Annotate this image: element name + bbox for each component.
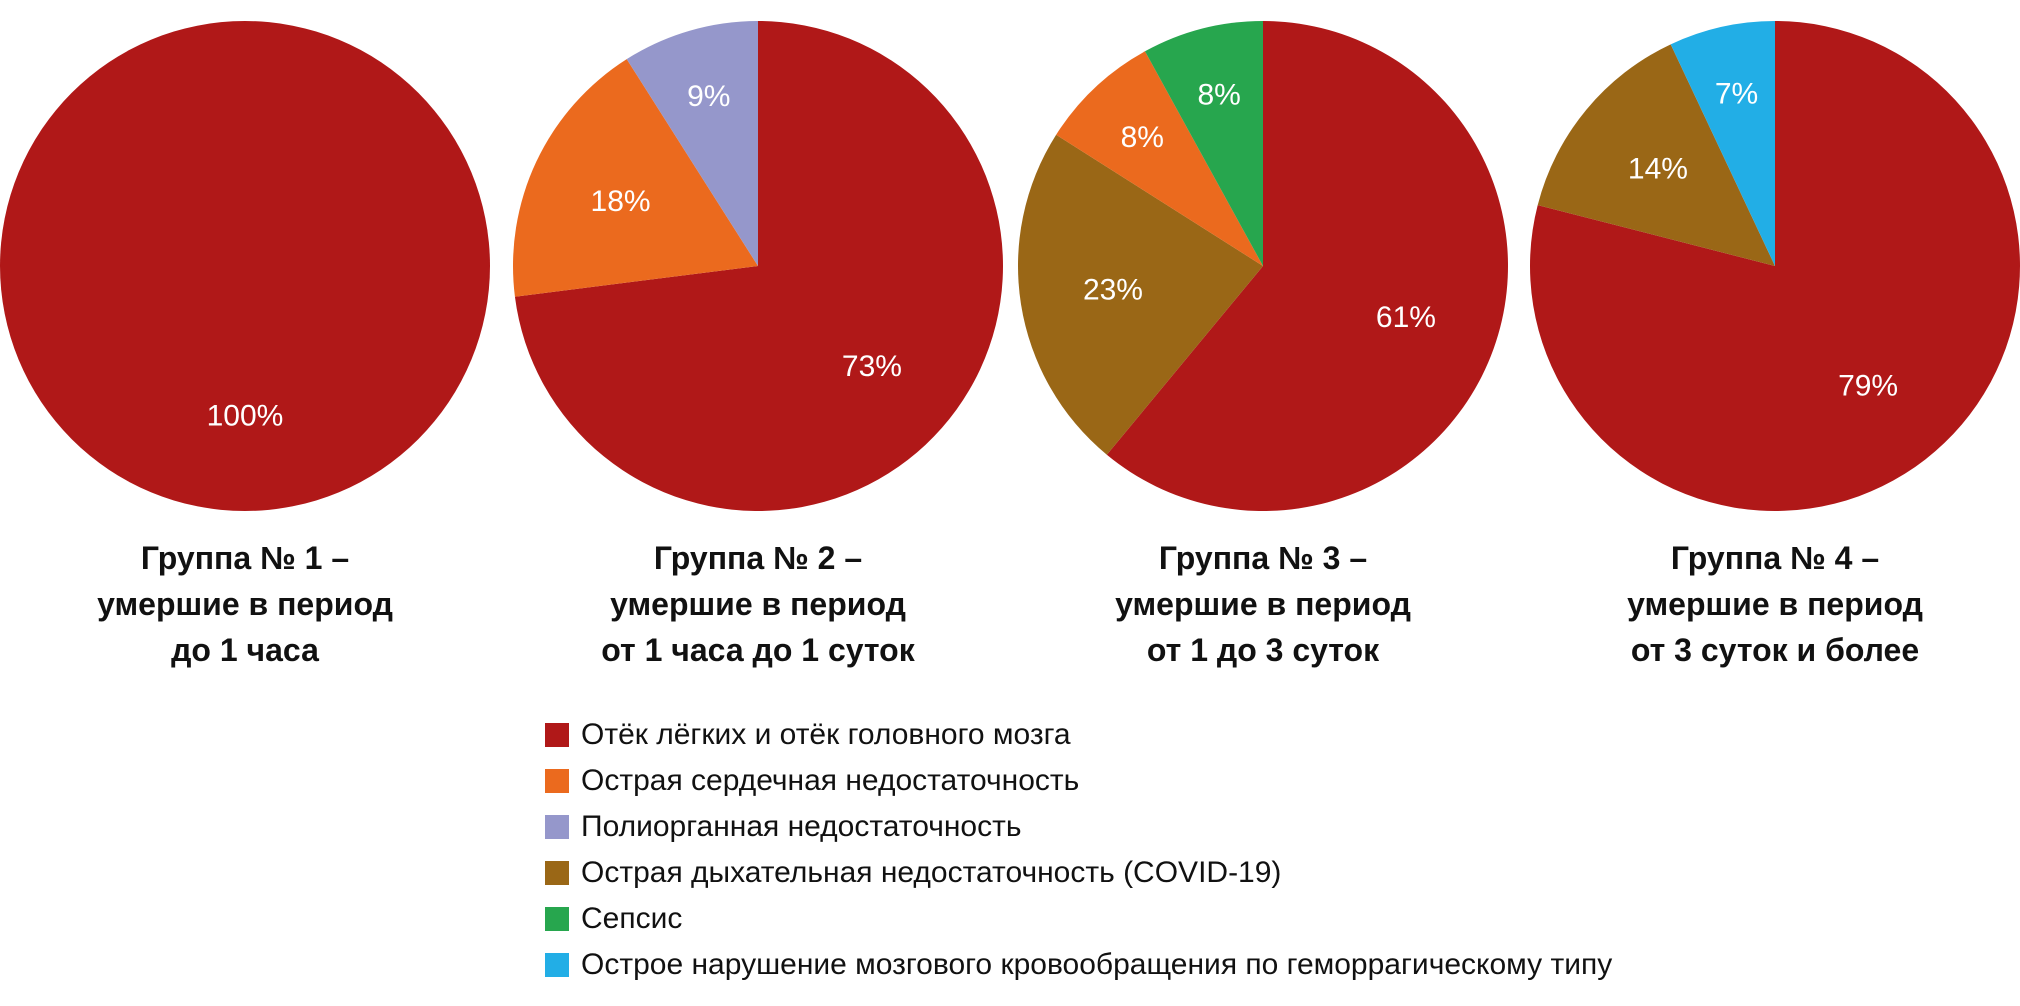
legend-swatch [545, 769, 569, 793]
pie-4-slice-1-label: 79% [1838, 370, 1898, 403]
group-2-title-line: Группа № 2 – [653, 540, 863, 576]
legend-label: Острое нарушение мозгового кровообращени… [581, 948, 1613, 981]
pie-4-slice-3-label: 7% [1715, 77, 1758, 110]
group-1-title: Группа № 1 – умершие в период до 1 часа [25, 535, 465, 673]
legend-label: Сепсис [581, 902, 683, 935]
group-4-title-line: умершие в период [1627, 586, 1923, 622]
legend-swatch [545, 723, 569, 747]
legend-swatch [545, 907, 569, 931]
legend-label: Острая сердечная недостаточность [581, 764, 1080, 797]
legend-label: Отёк лёгких и отёк головного мозга [581, 718, 1071, 751]
pie-2-slice-2 [513, 59, 758, 297]
pie-4-slice-2-label: 14% [1628, 153, 1688, 186]
legend-label: Острая дыхательная недостаточность (COVI… [581, 856, 1282, 889]
pie-3: 61% 23% 8% 8% [1018, 21, 1508, 512]
pie-3-slice-1 [1106, 21, 1508, 512]
pie-4-slice-3 [1670, 21, 1775, 266]
group-1-title-line: умершие в период [97, 586, 393, 622]
legend-swatch [545, 815, 569, 839]
group-1-title-line: Группа № 1 – [140, 540, 350, 576]
pie-2-slice-1 [514, 21, 1003, 512]
group-2-title-line: умершие в период [610, 586, 906, 622]
group-3-title-line: умершие в период [1115, 586, 1411, 622]
group-3-title-line: от 1 до 3 суток [1146, 632, 1380, 668]
pie-1-slice-1-label: 100% [207, 400, 284, 433]
pie-1-slice-1 [0, 21, 490, 511]
pie-2: 73% 18% 9% [513, 21, 1003, 512]
legend-swatch [545, 953, 569, 977]
pie-3-slice-4 [1144, 21, 1263, 266]
group-3-title: Группа № 3 – умершие в период от 1 до 3 су… [1043, 535, 1483, 673]
pie-4-slice-2 [1537, 44, 1775, 267]
legend: Отёк лёгких и отёк головного мозга Острая… [545, 712, 1612, 988]
group-4-title-line: Группа № 4 – [1670, 540, 1880, 576]
pie-2-slice-3 [626, 21, 758, 266]
pie-2-slice-2-label: 18% [591, 185, 651, 218]
group-4-title-line: от 3 суток и более [1630, 632, 1920, 668]
pie-3-slice-4-label: 8% [1197, 79, 1240, 112]
pie-2-slice-1-label: 73% [842, 350, 902, 383]
legend-item: Острое нарушение мозгового кровообращени… [545, 942, 1612, 988]
legend-item: Острая сердечная недостаточность [545, 758, 1612, 804]
legend-item: Сепсис [545, 896, 1612, 942]
group-3-title-line: Группа № 3 – [1158, 540, 1368, 576]
group-1-title-line: до 1 часа [171, 632, 319, 668]
legend-item: Полиорганная недостаточность [545, 804, 1612, 850]
group-2-title-line: от 1 часа до 1 суток [601, 632, 915, 668]
pie-3-slice-2-label: 23% [1083, 273, 1143, 306]
legend-item: Острая дыхательная недостаточность (COVI… [545, 850, 1612, 896]
pie-3-slice-3 [1056, 51, 1263, 266]
pie-4: 79% 14% 7% [1530, 21, 2020, 512]
group-4-title: Группа № 4 – умершие в период от 3 суток и… [1555, 535, 1995, 673]
group-2-title: Группа № 2 – умершие в период от 1 часа до… [538, 535, 978, 673]
legend-swatch [545, 861, 569, 885]
pie-2-slice-3-label: 9% [687, 80, 730, 113]
pie-1: 100% [0, 21, 490, 511]
legend-label: Полиорганная недостаточность [581, 810, 1022, 843]
legend-item: Отёк лёгких и отёк головного мозга [545, 712, 1612, 758]
pie-3-slice-1-label: 61% [1376, 301, 1436, 334]
pie-3-slice-2 [1018, 134, 1263, 455]
pie-3-slice-3-label: 8% [1121, 121, 1164, 154]
